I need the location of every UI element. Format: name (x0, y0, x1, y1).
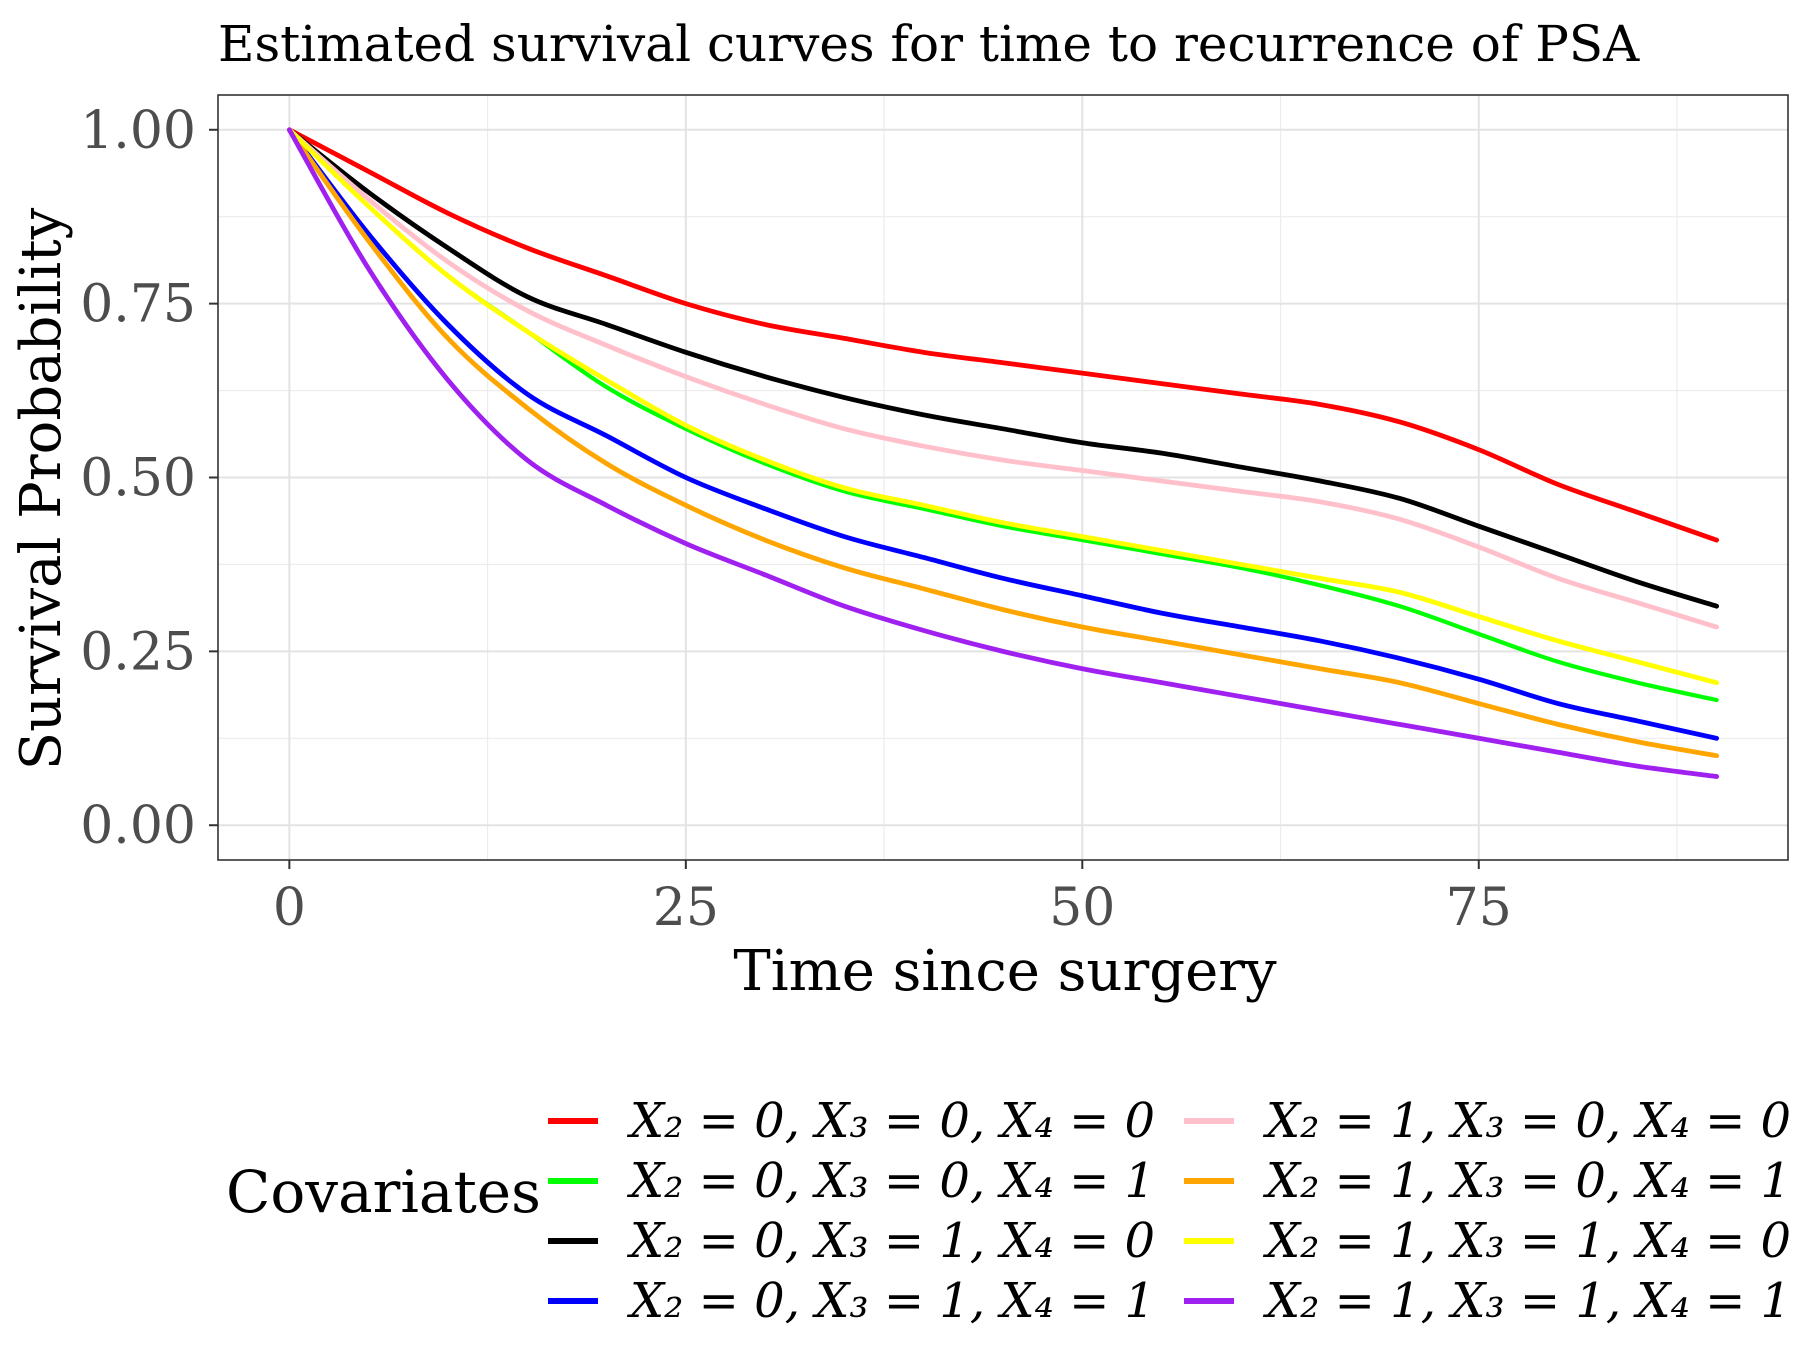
y-tick-label: 1.00 (80, 101, 196, 161)
y-tick-label: 0.50 (80, 449, 196, 509)
legend-label-6: X₂ = 1, X₃ = 0, X₄ = 1 (1262, 1153, 1791, 1209)
series-line-4 (286, 127, 1720, 741)
legend-label-7: X₂ = 1, X₃ = 1, X₄ = 0 (1262, 1213, 1791, 1269)
x-tick-label: 25 (653, 878, 719, 938)
series-line-8 (286, 127, 1720, 779)
legend-label-8: X₂ = 1, X₃ = 1, X₄ = 1 (1262, 1273, 1791, 1329)
chart-title: Estimated survival curves for time to re… (218, 15, 1640, 73)
y-axis-title: Survival Probability (9, 207, 74, 770)
x-tick-label: 0 (273, 878, 306, 938)
legend-title: Covariates (226, 1158, 541, 1226)
series-line-1 (286, 127, 1720, 543)
series-line-7 (286, 127, 1720, 686)
series-line-5 (286, 127, 1720, 630)
legend: Covariates X₂ = 0, X₃ = 0, X₄ = 0X₂ = 0,… (226, 1093, 1791, 1329)
x-axis-title: Time since surgery (733, 939, 1277, 1004)
legend-label-1: X₂ = 0, X₃ = 0, X₄ = 0 (626, 1093, 1155, 1149)
legend-label-5: X₂ = 1, X₃ = 0, X₄ = 0 (1262, 1093, 1791, 1149)
x-tick-label: 50 (1049, 878, 1115, 938)
x-tick-label: 75 (1446, 878, 1512, 938)
y-tick-label: 0.75 (80, 275, 196, 335)
plot-area: 0 25 50 75 0.00 0.25 0.50 0.75 1.00 (80, 94, 1789, 938)
series-line-6 (286, 127, 1720, 759)
y-tick-label: 0.25 (80, 622, 196, 682)
legend-label-4: X₂ = 0, X₃ = 1, X₄ = 1 (626, 1273, 1155, 1329)
y-tick-label: 0.00 (80, 796, 196, 856)
series-line-3 (286, 127, 1720, 609)
legend-label-2: X₂ = 0, X₃ = 0, X₄ = 1 (626, 1153, 1155, 1209)
legend-label-3: X₂ = 0, X₃ = 1, X₄ = 0 (626, 1213, 1155, 1269)
